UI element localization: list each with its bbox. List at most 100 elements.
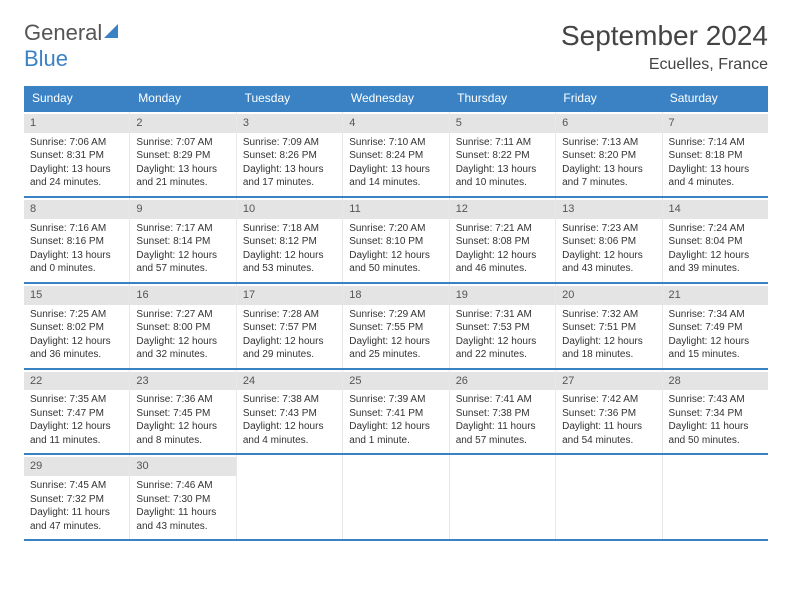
sunrise-line: Sunrise: 7:36 AM (136, 393, 229, 407)
day-details: Sunrise: 7:29 AMSunset: 7:55 PMDaylight:… (349, 308, 442, 362)
day-details: Sunrise: 7:17 AMSunset: 8:14 PMDaylight:… (136, 222, 229, 276)
sunrise-line: Sunrise: 7:21 AM (456, 222, 549, 236)
day-cell (450, 455, 556, 539)
day-cell: 30Sunrise: 7:46 AMSunset: 7:30 PMDayligh… (130, 455, 236, 539)
day-cell: 26Sunrise: 7:41 AMSunset: 7:38 PMDayligh… (450, 370, 556, 454)
day-cell: 10Sunrise: 7:18 AMSunset: 8:12 PMDayligh… (237, 198, 343, 282)
day-cell (343, 455, 449, 539)
day-cell: 8Sunrise: 7:16 AMSunset: 8:16 PMDaylight… (24, 198, 130, 282)
day-number: 10 (237, 200, 342, 219)
day-cell: 3 Sunrise: 7:09 AMSunset: 8:26 PMDaylight… (237, 112, 343, 196)
weekday-friday: Friday (555, 86, 661, 110)
sunrise-line: Sunrise: 7:20 AM (349, 222, 442, 236)
day-number: 19 (450, 286, 555, 305)
week-row: 8Sunrise: 7:16 AMSunset: 8:16 PMDaylight… (24, 196, 768, 282)
sunrise-line: Sunrise: 7:43 AM (669, 393, 762, 407)
sunset-line: Sunset: 8:00 PM (136, 321, 229, 335)
title-block: September 2024 Ecuelles, France (561, 20, 768, 74)
sunrise-line: Sunrise: 7:25 AM (30, 308, 123, 322)
daylight-line: Daylight: 13 hours and 24 minutes. (30, 163, 123, 190)
day-number: 21 (663, 286, 768, 305)
weekday-wednesday: Wednesday (343, 86, 449, 110)
weekday-monday: Monday (130, 86, 236, 110)
sunrise-line: Sunrise: 7:16 AM (30, 222, 123, 236)
sunset-line: Sunset: 8:08 PM (456, 235, 549, 249)
sunset-line: Sunset: 7:32 PM (30, 493, 123, 507)
day-cell: 25Sunrise: 7:39 AMSunset: 7:41 PMDayligh… (343, 370, 449, 454)
sunrise-line: Sunrise: 7:23 AM (562, 222, 655, 236)
weekday-tuesday: Tuesday (237, 86, 343, 110)
day-details: Sunrise: 7:39 AMSunset: 7:41 PMDaylight:… (349, 393, 442, 447)
day-cell: 24Sunrise: 7:38 AMSunset: 7:43 PMDayligh… (237, 370, 343, 454)
day-number: 13 (556, 200, 661, 219)
daylight-line: Daylight: 12 hours and 36 minutes. (30, 335, 123, 362)
day-number: 3 (237, 114, 342, 133)
day-number: 12 (450, 200, 555, 219)
day-cell: 17Sunrise: 7:28 AMSunset: 7:57 PMDayligh… (237, 284, 343, 368)
daylight-line: Daylight: 12 hours and 43 minutes. (562, 249, 655, 276)
sunrise-line: Sunrise: 7:13 AM (562, 136, 655, 150)
sunrise-line: Sunrise: 7:14 AM (669, 136, 762, 150)
day-details: Sunrise: 7:27 AMSunset: 8:00 PMDaylight:… (136, 308, 229, 362)
day-number: 11 (343, 200, 448, 219)
sunrise-line: Sunrise: 7:27 AM (136, 308, 229, 322)
daylight-line: Daylight: 12 hours and 15 minutes. (669, 335, 762, 362)
day-number: 22 (24, 372, 129, 391)
daylight-line: Daylight: 11 hours and 54 minutes. (562, 420, 655, 447)
daylight-line: Daylight: 13 hours and 14 minutes. (349, 163, 442, 190)
sunset-line: Sunset: 7:41 PM (349, 407, 442, 421)
daylight-line: Daylight: 11 hours and 50 minutes. (669, 420, 762, 447)
day-number: 8 (24, 200, 129, 219)
sunset-line: Sunset: 7:51 PM (562, 321, 655, 335)
calendar: Sunday Monday Tuesday Wednesday Thursday… (24, 86, 768, 541)
day-number: 4 (343, 114, 448, 133)
day-cell: 18Sunrise: 7:29 AMSunset: 7:55 PMDayligh… (343, 284, 449, 368)
daylight-line: Daylight: 12 hours and 29 minutes. (243, 335, 336, 362)
day-details: Sunrise: 7:21 AMSunset: 8:08 PMDaylight:… (456, 222, 549, 276)
day-number: 29 (24, 457, 129, 476)
sunset-line: Sunset: 7:57 PM (243, 321, 336, 335)
sunset-line: Sunset: 7:34 PM (669, 407, 762, 421)
day-details: Sunrise: 7:42 AMSunset: 7:36 PMDaylight:… (562, 393, 655, 447)
day-details: Sunrise: 7:06 AMSunset: 8:31 PMDaylight:… (30, 136, 123, 190)
month-title: September 2024 (561, 20, 768, 52)
day-details: Sunrise: 7:36 AMSunset: 7:45 PMDaylight:… (136, 393, 229, 447)
day-number: 2 (130, 114, 235, 133)
day-details: Sunrise: 7:46 AMSunset: 7:30 PMDaylight:… (136, 479, 229, 533)
day-cell: 27Sunrise: 7:42 AMSunset: 7:36 PMDayligh… (556, 370, 662, 454)
sunrise-line: Sunrise: 7:11 AM (456, 136, 549, 150)
sunrise-line: Sunrise: 7:31 AM (456, 308, 549, 322)
sunset-line: Sunset: 8:06 PM (562, 235, 655, 249)
sunset-line: Sunset: 8:02 PM (30, 321, 123, 335)
daylight-line: Daylight: 12 hours and 11 minutes. (30, 420, 123, 447)
day-number: 28 (663, 372, 768, 391)
week-row: 15Sunrise: 7:25 AMSunset: 8:02 PMDayligh… (24, 282, 768, 368)
day-details: Sunrise: 7:11 AMSunset: 8:22 PMDaylight:… (456, 136, 549, 190)
day-cell: 21Sunrise: 7:34 AMSunset: 7:49 PMDayligh… (663, 284, 768, 368)
sunset-line: Sunset: 8:10 PM (349, 235, 442, 249)
sunset-line: Sunset: 8:31 PM (30, 149, 123, 163)
week-row: 29Sunrise: 7:45 AMSunset: 7:32 PMDayligh… (24, 453, 768, 541)
weekday-thursday: Thursday (449, 86, 555, 110)
day-cell (237, 455, 343, 539)
daylight-line: Daylight: 12 hours and 53 minutes. (243, 249, 336, 276)
sunrise-line: Sunrise: 7:46 AM (136, 479, 229, 493)
sunset-line: Sunset: 8:22 PM (456, 149, 549, 163)
day-cell: 16Sunrise: 7:27 AMSunset: 8:00 PMDayligh… (130, 284, 236, 368)
day-details: Sunrise: 7:13 AMSunset: 8:20 PMDaylight:… (562, 136, 655, 190)
sunset-line: Sunset: 8:14 PM (136, 235, 229, 249)
sunset-line: Sunset: 7:45 PM (136, 407, 229, 421)
sunrise-line: Sunrise: 7:10 AM (349, 136, 442, 150)
daylight-line: Daylight: 12 hours and 25 minutes. (349, 335, 442, 362)
day-details: Sunrise: 7:09 AMSunset: 8:26 PMDaylight:… (243, 136, 336, 190)
weekday-saturday: Saturday (662, 86, 768, 110)
day-number: 5 (450, 114, 555, 133)
sunset-line: Sunset: 7:49 PM (669, 321, 762, 335)
day-cell: 6Sunrise: 7:13 AMSunset: 8:20 PMDaylight… (556, 112, 662, 196)
header: GeneralBlue September 2024 Ecuelles, Fra… (24, 20, 768, 74)
logo: GeneralBlue (24, 20, 120, 72)
sunset-line: Sunset: 8:20 PM (562, 149, 655, 163)
sunset-line: Sunset: 7:30 PM (136, 493, 229, 507)
day-number: 9 (130, 200, 235, 219)
day-cell: 7Sunrise: 7:14 AMSunset: 8:18 PMDaylight… (663, 112, 768, 196)
